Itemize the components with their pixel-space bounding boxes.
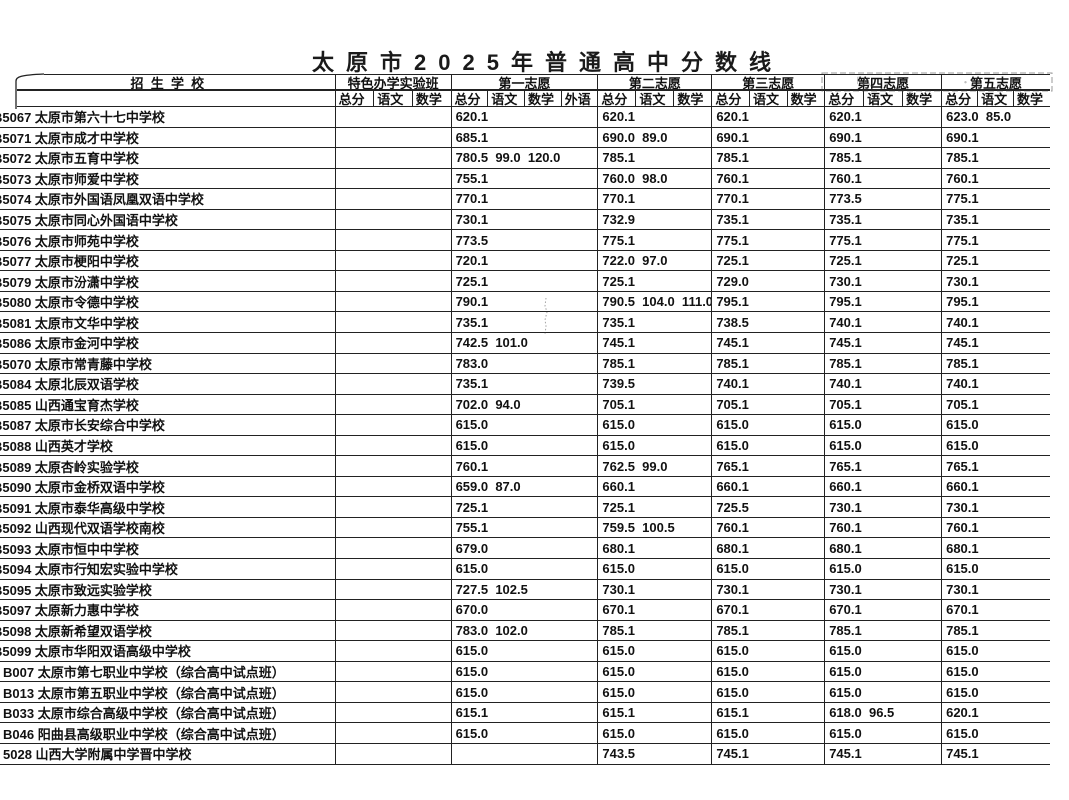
svg-text:「八: 「八: [850, 76, 872, 89]
svg-text:・△: ・△: [960, 76, 982, 89]
